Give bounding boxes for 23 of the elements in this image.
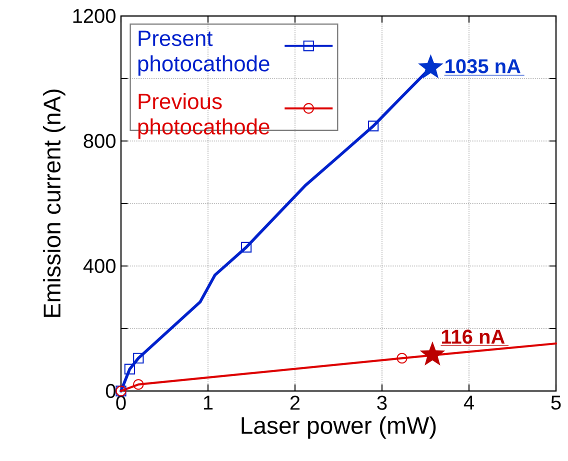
point (240, 242, 252, 253)
y-tick-label: 400 (83, 258, 116, 274)
point (124, 364, 136, 374)
point (133, 379, 144, 390)
y-tick-label: 0 (106, 384, 116, 398)
x-tick-label: 3 (377, 396, 387, 410)
x-tick-label: 2 (290, 396, 300, 410)
x-tick-label: 1 (204, 396, 213, 410)
legend-label: Present photocathode (138, 30, 270, 76)
legend-label: Previous photocathode (138, 93, 270, 139)
y-tick-label: 1200 (73, 8, 116, 24)
x-tick-label: 0 (116, 396, 126, 410)
x-tick-label: 4 (464, 396, 474, 410)
annotation: 1035 nA (446, 59, 520, 74)
point (133, 352, 144, 364)
x-tick-label: 5 (551, 396, 561, 410)
point (418, 54, 444, 78)
point (396, 352, 408, 364)
annotation: 116 nA (442, 330, 505, 344)
x-axis-title: Laser power (mW) (242, 416, 436, 439)
y-axis-title: Emission current (nA) (42, 90, 66, 317)
y-tick-label: 800 (84, 134, 116, 148)
point (368, 120, 379, 132)
